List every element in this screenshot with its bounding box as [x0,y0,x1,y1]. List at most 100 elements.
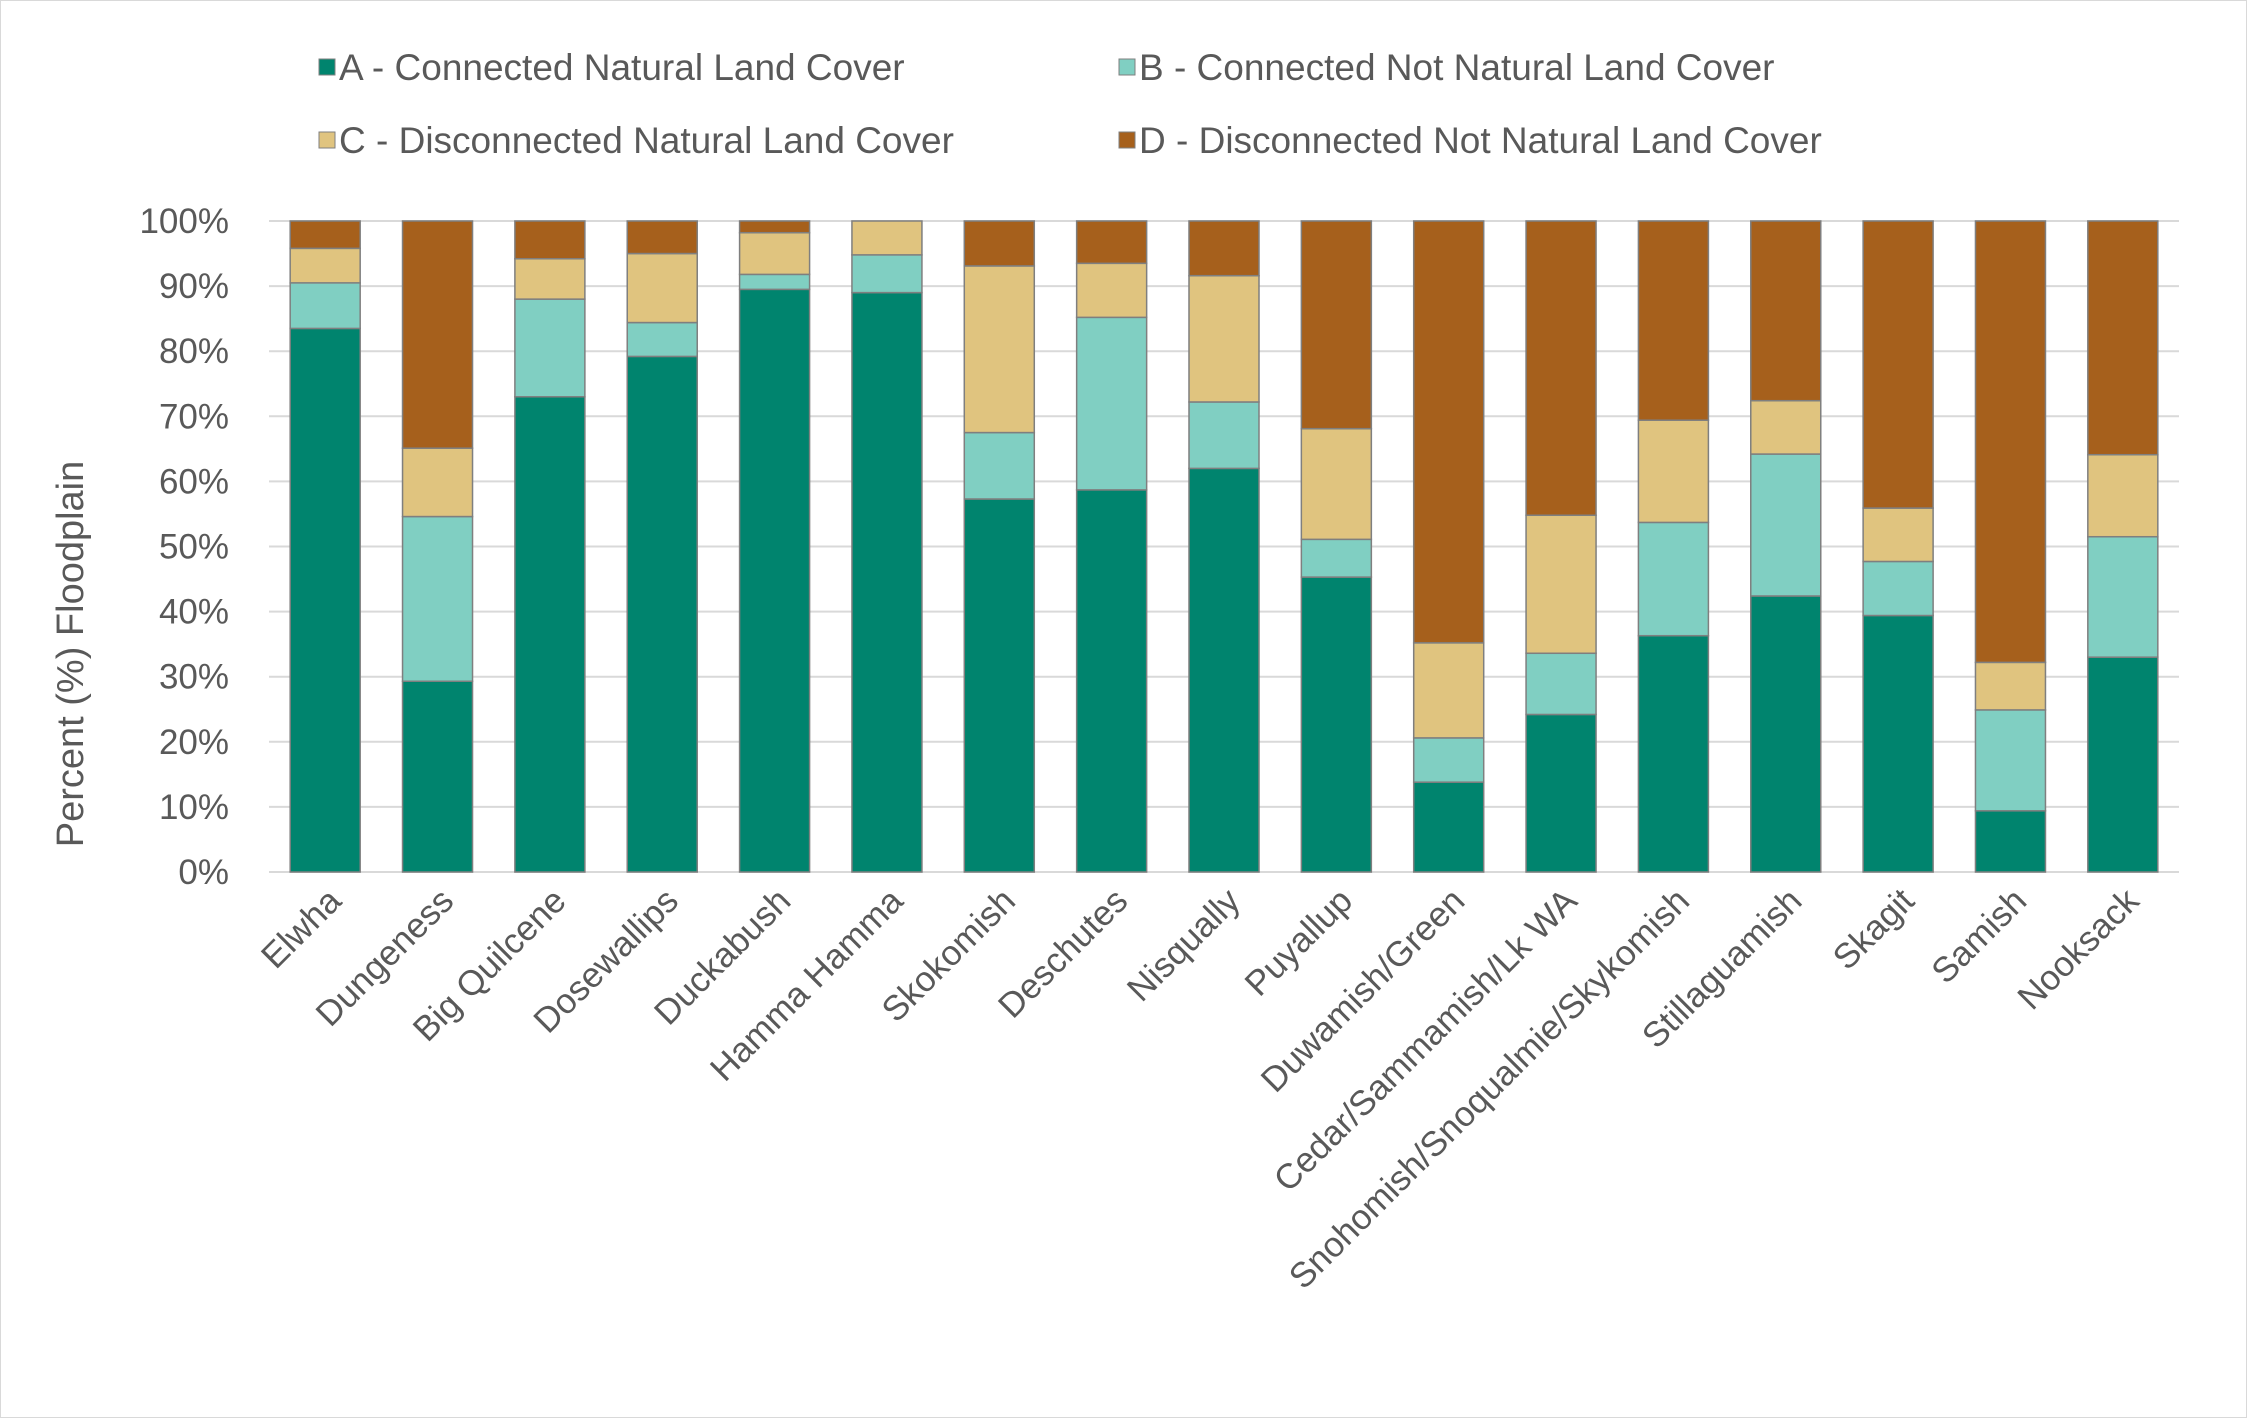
x-tick-label: Skagit [1825,881,1922,978]
bar-segment-snohomish-snoqualmie-skykomish-d [1637,220,1710,421]
bar-segment-cedar-sammamish-lk-wa-a [1525,713,1597,873]
bar-segment-duwamish-green-b [1412,737,1485,783]
y-tick-label: 50% [159,528,229,567]
bar-segment-dosewallips-b [626,321,698,358]
bar-segment-skagit-b [1862,560,1934,617]
bar-segment-nisqually-d [1188,220,1260,277]
bar-segment-skokomish-b [963,431,1036,500]
y-tick-label: 40% [159,593,229,632]
bar-segment-nisqually-b [1188,401,1260,470]
bar-segment-cedar-sammamish-lk-wa-b [1525,652,1597,716]
bar-segment-dosewallips-d [626,220,698,255]
y-axis-tick-labels: 0% 10% 20% 30% 40% 50% 60% 70% 80% 90% 100% [139,202,229,892]
bar-segment-deschutes-c [1075,262,1148,319]
legend-label: A - Connected Natural Land Cover [339,47,905,88]
bar-segment-hamma-hamma-a [851,291,923,873]
legend-swatch [1118,58,1136,76]
bar-segment-deschutes-a [1075,489,1148,873]
bars [289,220,2159,873]
y-tick-label: 100% [139,202,229,241]
bar-segment-nooksack-b [2087,535,2159,658]
bar-segment-dungeness-d [401,220,474,449]
bar-segment-skagit-c [1862,507,1934,563]
bar-segment-duckabush-c [738,231,811,276]
bar-segment-samish-b [1974,709,2047,812]
y-tick-label: 30% [159,658,229,697]
bar-segment-big-quilcene-d [514,220,586,260]
legend-label: D - Disconnected Not Natural Land Cover [1139,120,1822,161]
bar-segment-dosewallips-a [626,355,698,873]
bar-segment-samish-c [1974,661,2047,711]
bar-segment-stillaguamish-c [1750,399,1822,455]
bar-segment-dosewallips-c [626,252,698,324]
x-tick-label: Nisqually [1120,881,1248,1009]
bar-segment-puyallup-a [1300,576,1373,873]
bar-segment-big-quilcene-a [514,396,586,873]
legend: A - Connected Natural Land Cover B - Conn… [318,47,1822,161]
bar-segment-snohomish-snoqualmie-skykomish-b [1637,521,1710,637]
bar-segment-stillaguamish-b [1750,453,1822,597]
bar-segment-nooksack-c [2087,453,2159,538]
bar-segment-stillaguamish-d [1750,220,1822,402]
y-tick-label: 10% [159,788,229,827]
bar-segment-dungeness-b [401,515,474,683]
bar-segment-skokomish-a [963,498,1036,873]
bar-segment-nisqually-a [1188,467,1260,873]
bar-segment-samish-d [1974,220,2047,664]
bar-segment-elwha-a [289,327,361,873]
bar-segment-samish-a [1974,810,2047,873]
y-axis-title: Percent (%) Floodplain [50,461,92,848]
bar-segment-stillaguamish-a [1750,595,1822,873]
bar-segment-big-quilcene-c [514,258,586,300]
bar-segment-deschutes-b [1075,316,1148,491]
y-tick-label: 90% [159,267,229,306]
bar-segment-duwamish-green-a [1412,781,1485,873]
bar-segment-snohomish-snoqualmie-skykomish-c [1637,419,1710,524]
x-tick-label: Samish [1924,881,2034,991]
bar-segment-duckabush-a [738,288,811,873]
x-tick-label: Nooksack [2010,881,2147,1018]
bar-segment-duckabush-b [738,273,811,291]
bar-segment-puyallup-c [1300,427,1373,541]
bar-segment-skagit-d [1862,220,1934,509]
legend-swatch [1118,131,1136,149]
bar-segment-nisqually-c [1188,274,1260,403]
y-tick-label: 80% [159,332,229,371]
y-tick-label: 0% [178,853,229,892]
bar-segment-skokomish-d [963,220,1036,267]
bar-segment-cedar-sammamish-lk-wa-d [1525,220,1597,517]
y-tick-label: 20% [159,723,229,762]
bar-segment-skokomish-c [963,265,1036,434]
bar-segment-hamma-hamma-b [851,254,923,294]
bar-segment-dungeness-a [401,680,474,873]
legend-label: B - Connected Not Natural Land Cover [1139,47,1775,88]
bar-segment-duckabush-d [738,220,811,234]
x-tick-label: Duwamish/Green [1254,881,1473,1100]
bar-segment-nooksack-d [2087,220,2159,456]
legend-swatch [318,131,336,149]
bar-segment-hamma-hamma-c [851,220,923,256]
bar-segment-puyallup-b [1300,538,1373,578]
legend-swatch [318,58,336,76]
y-tick-label: 70% [159,397,229,436]
bar-segment-elwha-c [289,247,361,284]
bar-segment-deschutes-d [1075,220,1148,265]
legend-label: C - Disconnected Natural Land Cover [339,120,954,161]
bar-segment-nooksack-a [2087,656,2159,873]
x-tick-label: Elwha [254,881,349,976]
bar-segment-duwamish-green-c [1412,642,1485,739]
bar-segment-duwamish-green-d [1412,220,1485,644]
bar-segment-dungeness-c [401,447,474,518]
x-tick-label: Snohomish/Snoqualmie/Skykomish [1282,881,1698,1297]
x-tick-label: Hamma Hamma [703,881,911,1089]
bar-segment-elwha-d [289,220,361,250]
bar-segment-big-quilcene-b [514,298,586,398]
bar-segment-elwha-b [289,282,361,330]
bar-segment-puyallup-d [1300,220,1373,430]
bar-segment-snohomish-snoqualmie-skykomish-a [1637,634,1710,873]
y-tick-label: 60% [159,462,229,501]
bar-segment-skagit-a [1862,614,1934,873]
